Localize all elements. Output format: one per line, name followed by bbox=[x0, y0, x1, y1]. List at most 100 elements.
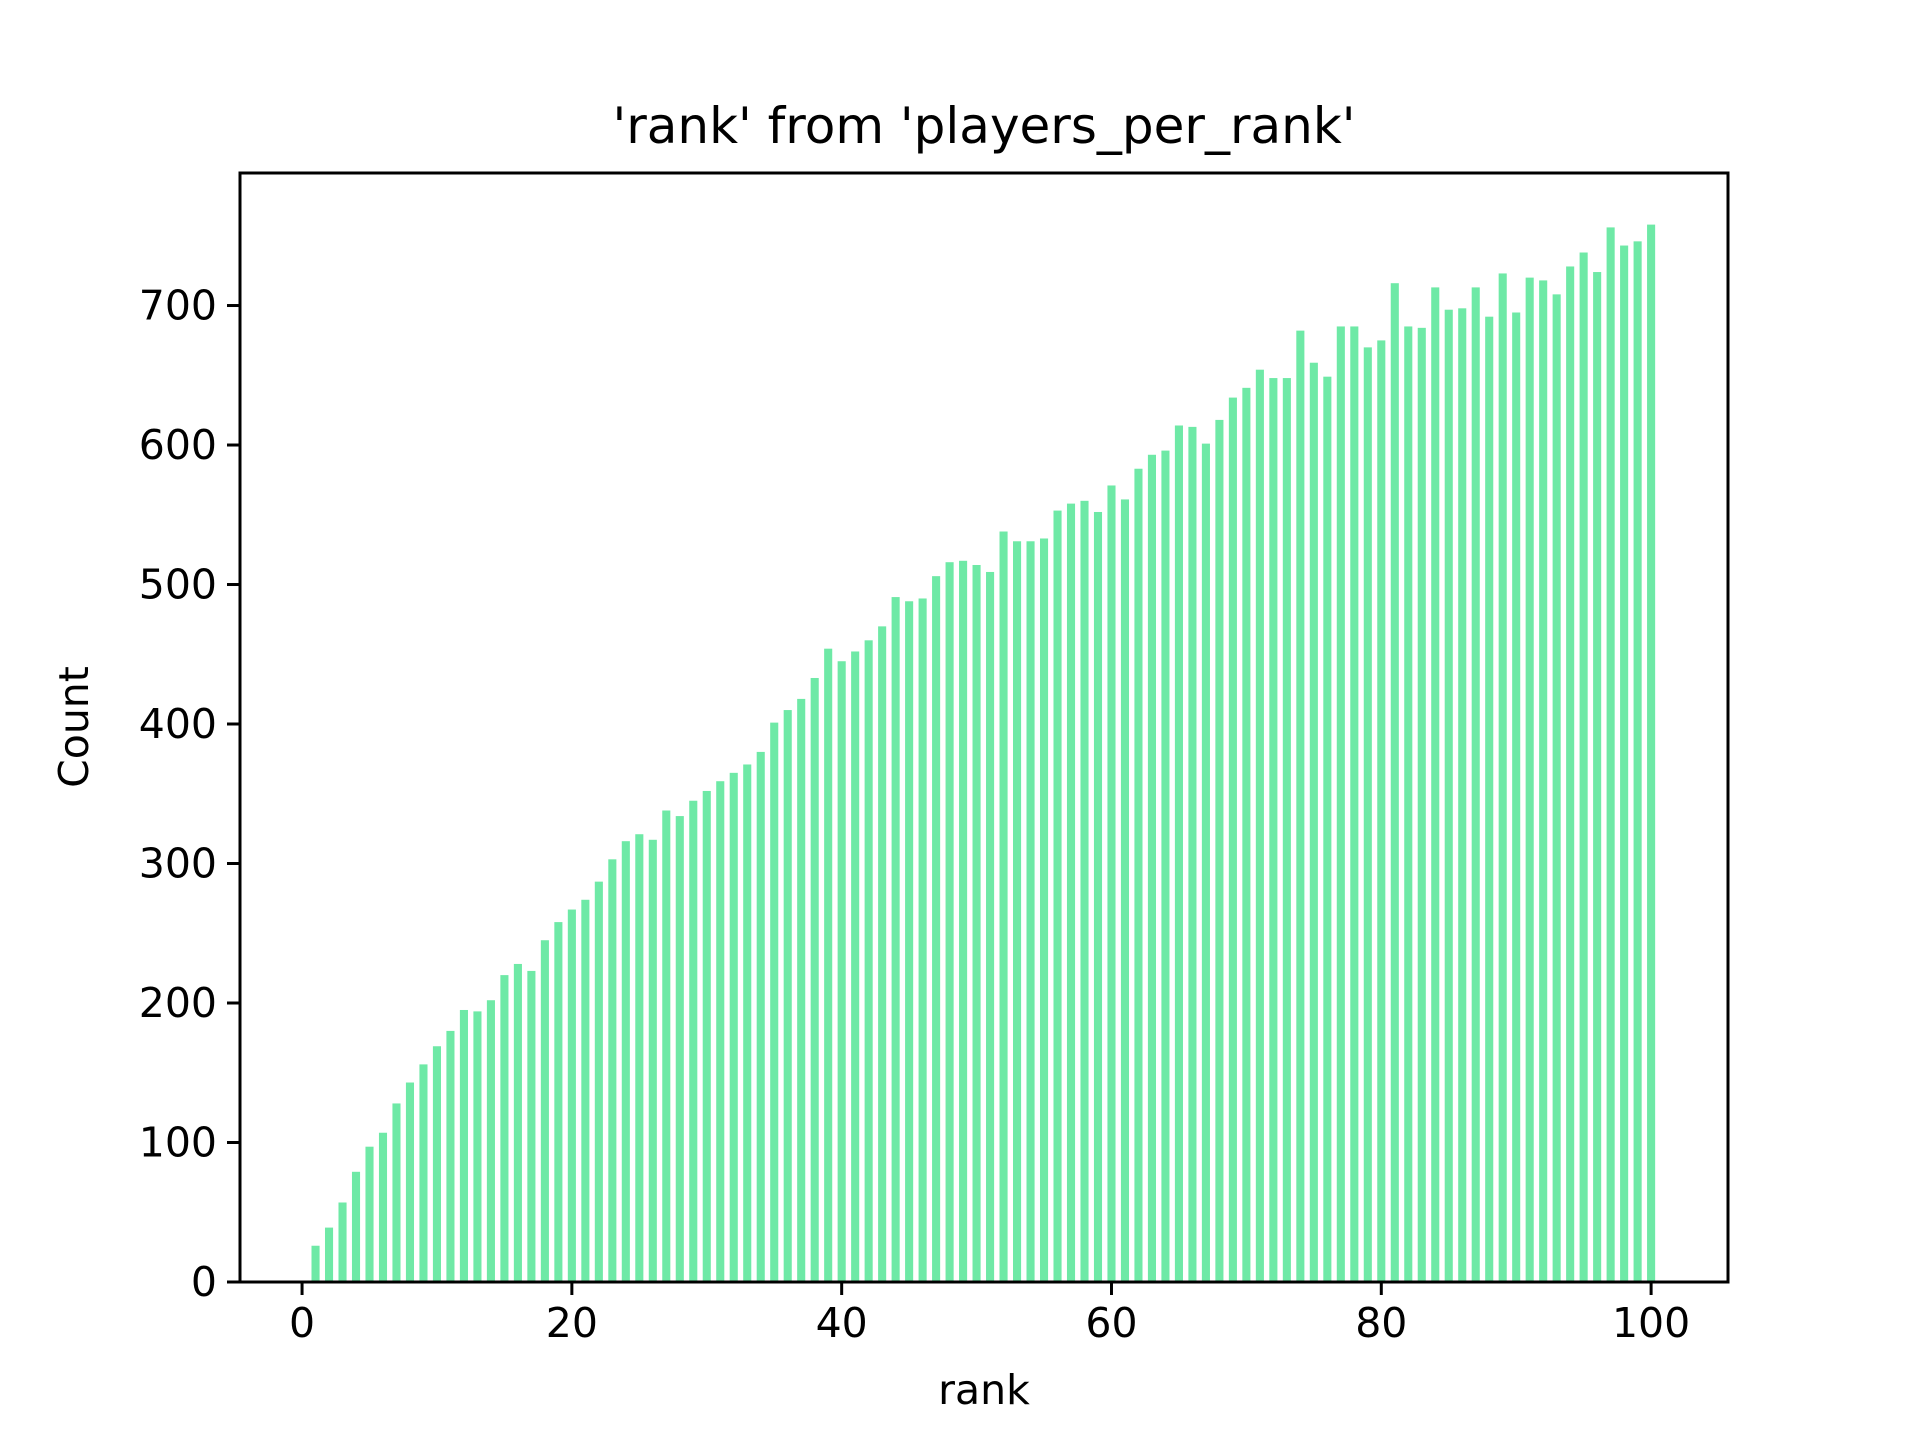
bar bbox=[432, 1046, 441, 1282]
bar bbox=[837, 661, 846, 1282]
bar bbox=[567, 909, 576, 1282]
bar bbox=[500, 975, 509, 1282]
bar bbox=[1539, 280, 1548, 1282]
bar bbox=[1080, 500, 1089, 1282]
bar bbox=[486, 1000, 495, 1282]
bar bbox=[716, 781, 725, 1282]
bar bbox=[797, 698, 806, 1282]
bar bbox=[1336, 326, 1345, 1282]
bar bbox=[1282, 378, 1291, 1282]
bar bbox=[783, 710, 792, 1282]
bar bbox=[540, 940, 549, 1282]
bar bbox=[1512, 312, 1521, 1282]
y-tick-label: 100 bbox=[139, 1119, 217, 1167]
bar bbox=[1013, 541, 1022, 1282]
x-tick-label: 40 bbox=[816, 1299, 868, 1347]
x-axis-label: rank bbox=[938, 1366, 1030, 1414]
bar bbox=[1404, 326, 1413, 1282]
bar bbox=[338, 1202, 347, 1282]
bar bbox=[918, 598, 927, 1282]
plot-border bbox=[238, 171, 1730, 1284]
bar bbox=[594, 881, 603, 1282]
bar bbox=[1296, 330, 1305, 1282]
bar bbox=[1647, 224, 1656, 1283]
y-axis-ticks: 0 100 200 300 400 500 600 700 bbox=[139, 282, 240, 1306]
bar bbox=[905, 601, 914, 1282]
bar bbox=[1593, 272, 1602, 1282]
bar bbox=[1066, 503, 1076, 1282]
bars-group bbox=[311, 224, 1656, 1283]
y-tick-label: 200 bbox=[139, 979, 217, 1027]
bar bbox=[608, 859, 617, 1282]
bar bbox=[986, 571, 995, 1282]
chart-title: 'rank' from 'players_per_rank' bbox=[612, 97, 1355, 155]
bar bbox=[1161, 450, 1170, 1283]
bar bbox=[1120, 499, 1130, 1282]
bar bbox=[324, 1227, 334, 1282]
bar bbox=[459, 1009, 468, 1282]
bar bbox=[864, 640, 873, 1282]
bar bbox=[473, 1011, 482, 1282]
bar bbox=[446, 1030, 455, 1282]
x-tick-label: 20 bbox=[546, 1299, 598, 1347]
bar bbox=[999, 531, 1008, 1282]
y-tick-label: 300 bbox=[139, 840, 217, 888]
bar bbox=[689, 800, 698, 1282]
bar bbox=[1606, 227, 1615, 1282]
bar bbox=[1147, 454, 1156, 1282]
bar bbox=[1309, 362, 1318, 1283]
bar bbox=[1377, 340, 1386, 1282]
y-tick-label: 0 bbox=[191, 1258, 217, 1306]
bar bbox=[1255, 369, 1264, 1282]
x-tick-label: 100 bbox=[1612, 1299, 1690, 1347]
bar bbox=[365, 1146, 374, 1282]
bar bbox=[1242, 387, 1251, 1283]
bar bbox=[648, 839, 657, 1282]
bar bbox=[635, 834, 644, 1282]
y-tick-label: 600 bbox=[139, 421, 217, 469]
bar bbox=[1444, 309, 1453, 1283]
bar bbox=[1525, 277, 1534, 1282]
bar bbox=[1134, 468, 1143, 1283]
bar bbox=[1431, 287, 1440, 1282]
bar bbox=[621, 841, 630, 1282]
bar bbox=[932, 576, 941, 1282]
bar bbox=[1201, 443, 1210, 1282]
bar bbox=[554, 922, 563, 1282]
bar bbox=[945, 562, 954, 1282]
x-tick-label: 0 bbox=[289, 1299, 315, 1347]
bar bbox=[1458, 308, 1467, 1282]
bar bbox=[513, 963, 522, 1282]
bar bbox=[1566, 266, 1575, 1283]
y-tick-label: 500 bbox=[139, 561, 217, 609]
bar bbox=[1498, 273, 1507, 1282]
bar bbox=[527, 970, 536, 1282]
bar bbox=[1620, 245, 1629, 1282]
bar bbox=[1633, 241, 1642, 1283]
bar bbox=[1350, 326, 1359, 1282]
x-axis-ticks: 0 20 40 60 80 100 bbox=[289, 1282, 1690, 1347]
bar bbox=[675, 816, 684, 1282]
bar bbox=[729, 772, 738, 1282]
bar bbox=[824, 648, 833, 1282]
bar bbox=[702, 790, 711, 1282]
bar bbox=[392, 1103, 401, 1282]
bar bbox=[743, 764, 752, 1282]
bar bbox=[1039, 538, 1049, 1282]
bar bbox=[851, 651, 860, 1282]
bar bbox=[378, 1132, 388, 1282]
y-tick-label: 700 bbox=[139, 282, 217, 330]
bar bbox=[891, 597, 900, 1282]
bar bbox=[1093, 511, 1103, 1283]
bar bbox=[1269, 378, 1278, 1282]
bar bbox=[1471, 287, 1480, 1282]
y-axis-label: Count bbox=[50, 666, 98, 788]
bar bbox=[878, 626, 887, 1282]
bar bbox=[419, 1064, 428, 1282]
bar bbox=[1107, 485, 1116, 1283]
bar bbox=[311, 1245, 320, 1282]
x-tick-label: 80 bbox=[1355, 1299, 1407, 1347]
bar bbox=[1026, 541, 1035, 1282]
bar bbox=[1188, 426, 1197, 1282]
